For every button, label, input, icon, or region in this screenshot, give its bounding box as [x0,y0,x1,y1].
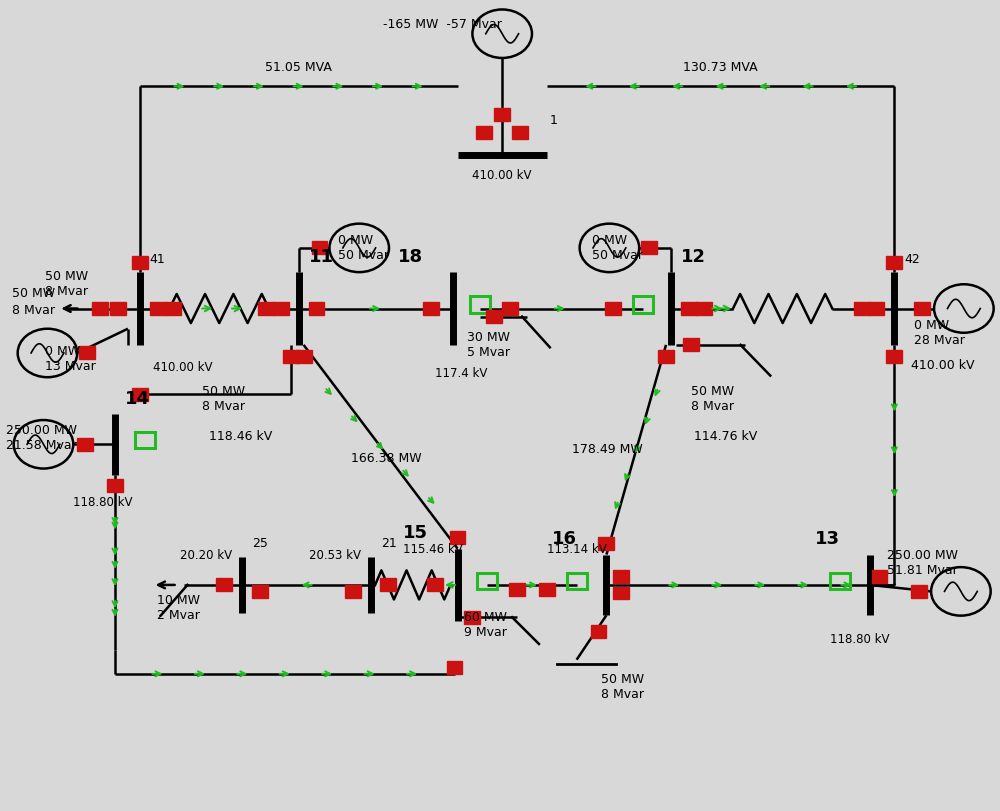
Text: 50 MW
8 Mvar: 50 MW 8 Mvar [691,385,734,413]
Bar [447,661,462,674]
Bar [258,302,274,315]
Bar [470,296,490,312]
Bar [696,302,712,315]
Text: 21: 21 [381,537,397,550]
Text: 10 MW
2 Mvar: 10 MW 2 Mvar [157,594,200,621]
Bar [658,350,674,363]
Bar [79,346,95,359]
Bar [464,611,480,624]
Bar [854,302,870,315]
Bar [509,583,525,596]
Text: 14: 14 [125,389,150,407]
Text: 13: 13 [815,530,840,548]
Bar [886,350,902,363]
Bar [296,350,312,363]
Text: 250.00 MW
51.81 Mvar: 250.00 MW 51.81 Mvar [887,549,958,577]
Text: -165 MW  -57 Mvar: -165 MW -57 Mvar [383,18,502,31]
Bar [872,570,887,583]
Text: 118.80 kV: 118.80 kV [830,633,889,646]
Bar [494,108,510,121]
Text: 41: 41 [150,253,165,266]
Bar [380,578,396,591]
Bar [914,302,930,315]
Text: 410.00 kV: 410.00 kV [472,169,532,182]
Text: 50 MW
8 Mvar: 50 MW 8 Mvar [601,673,645,701]
Bar [512,126,528,139]
Bar [423,302,439,315]
Bar [502,302,518,315]
Text: 166.38 MW: 166.38 MW [351,452,422,465]
Bar [312,242,327,255]
Text: 42: 42 [904,253,920,266]
Bar [345,585,361,598]
Text: 117.4 kV: 117.4 kV [435,367,487,380]
Text: 114.76 kV: 114.76 kV [694,430,757,443]
Text: 20.20 kV: 20.20 kV [180,549,232,562]
Bar [830,573,850,589]
Text: 0 MW
13 Mvar: 0 MW 13 Mvar [45,345,96,372]
Text: 12: 12 [681,247,706,266]
Text: 8 Mvar: 8 Mvar [12,303,55,316]
Text: 178.49 MW: 178.49 MW [572,444,642,457]
Bar [132,388,148,401]
Text: 50 MW: 50 MW [12,287,55,300]
Bar [598,537,614,550]
Bar [77,438,93,451]
Text: 50 MW
8 Mvar: 50 MW 8 Mvar [45,270,89,298]
Bar [613,586,629,599]
Text: 20.53 kV: 20.53 kV [309,549,361,562]
Text: 30 MW
5 Mvar: 30 MW 5 Mvar [467,331,510,359]
Bar [309,302,324,315]
Bar [150,302,166,315]
Text: 18: 18 [398,247,423,266]
Text: 0 MW
28 Mvar: 0 MW 28 Mvar [914,319,965,347]
Bar [273,302,289,315]
Bar [869,302,884,315]
Text: 16: 16 [552,530,577,548]
Text: 15: 15 [403,524,428,542]
Bar [591,625,606,638]
Text: 0 MW
50 Mvar: 0 MW 50 Mvar [338,234,389,262]
Bar [683,338,699,351]
Bar [567,573,587,589]
Text: 1: 1 [550,114,558,127]
Text: 113.14 kV: 113.14 kV [547,543,607,556]
Text: 115.46 kV: 115.46 kV [403,543,463,556]
Bar [486,310,502,323]
Bar [450,530,465,543]
Bar [886,256,902,269]
Bar [110,302,126,315]
Text: 25: 25 [252,537,268,550]
Bar [165,302,181,315]
Text: 51.05 MVA: 51.05 MVA [265,61,332,74]
Bar [107,479,123,492]
Bar [605,302,621,315]
Text: 60 MW
9 Mvar: 60 MW 9 Mvar [464,611,507,639]
Bar [613,570,629,583]
Text: 130.73 MVA: 130.73 MVA [683,61,758,74]
Bar [252,585,268,598]
Bar [135,432,155,448]
Bar [633,296,653,312]
Text: 11: 11 [309,247,334,266]
Bar [539,583,555,596]
Text: 118.46 kV: 118.46 kV [209,430,273,443]
Bar [911,585,927,598]
Bar [92,302,108,315]
Bar [476,126,492,139]
Text: 410.00 kV: 410.00 kV [153,361,212,374]
Text: 410.00 kV: 410.00 kV [911,358,975,371]
Bar [427,578,443,591]
Bar [132,256,148,269]
Text: 50 MW
8 Mvar: 50 MW 8 Mvar [202,385,245,413]
Bar [681,302,697,315]
Text: 0 MW
50 Mvar: 0 MW 50 Mvar [592,234,643,262]
Bar [641,242,657,255]
Bar [216,578,232,591]
Bar [283,350,299,363]
Text: 250.00 MW
21.58 Mvar: 250.00 MW 21.58 Mvar [6,424,77,452]
Bar [477,573,497,589]
Text: 118.80 kV: 118.80 kV [73,496,133,509]
